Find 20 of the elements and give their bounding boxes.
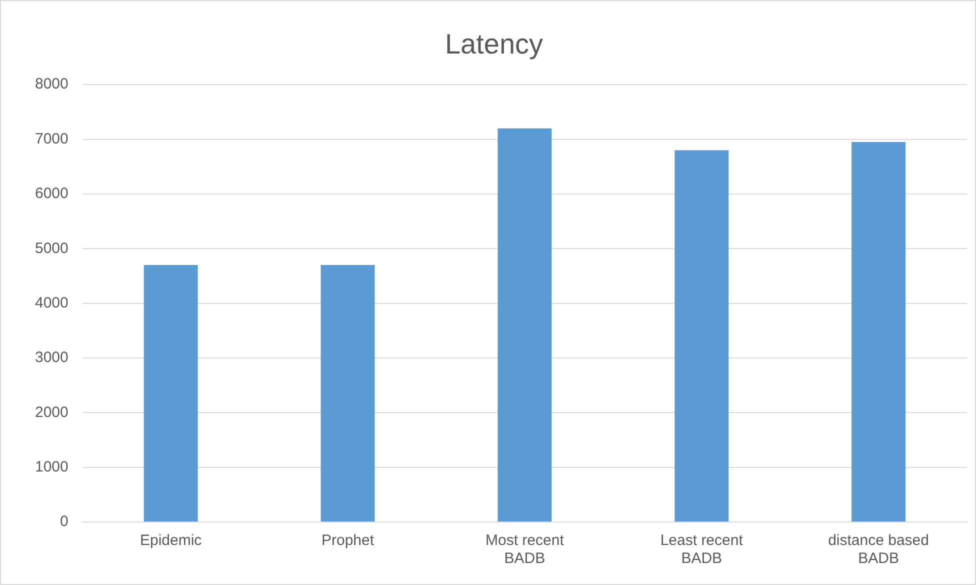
y-tick-label: 7000 <box>34 130 68 148</box>
x-tick-label: Least recent BADB <box>660 532 744 568</box>
bar <box>320 265 375 522</box>
x-tick-label: distance based BADB <box>828 532 929 568</box>
bar <box>852 142 906 522</box>
y-tick-label: 2000 <box>34 404 68 421</box>
y-tick-label: 0 <box>60 513 68 530</box>
chart-title: Latency <box>444 28 544 60</box>
x-tick-label: Prophet <box>321 532 375 550</box>
x-tick-label: Epidemic <box>140 532 202 550</box>
y-tick-label: 6000 <box>34 185 68 202</box>
bar <box>144 265 198 522</box>
y-tick-label: 8000 <box>34 76 68 93</box>
y-tick-label: 3000 <box>34 349 68 366</box>
bar <box>674 150 729 522</box>
bar <box>498 128 552 522</box>
x-tick-label: Most recent BADB <box>485 532 565 568</box>
y-tick-label: 5000 <box>34 240 68 257</box>
y-tick-label: 1000 <box>34 458 68 476</box>
y-tick-label: 4000 <box>34 294 68 312</box>
